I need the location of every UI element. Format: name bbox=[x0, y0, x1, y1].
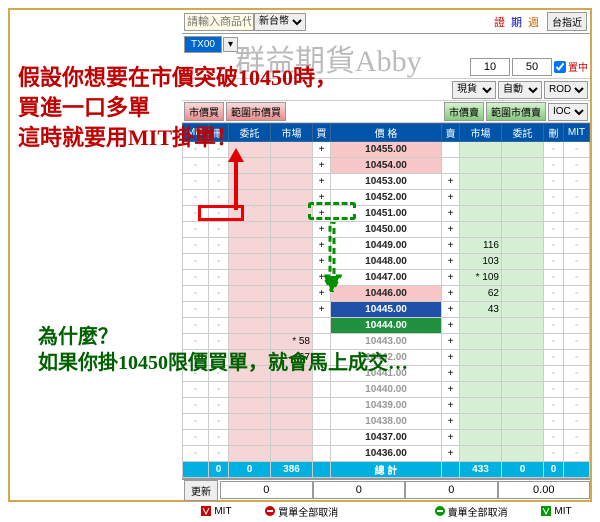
qty2-input[interactable] bbox=[512, 58, 552, 76]
product-code: TX00 bbox=[184, 36, 222, 53]
ladder-row[interactable]: --+10447.00+* 109-- bbox=[183, 270, 590, 286]
col-header: 市場 bbox=[460, 124, 502, 142]
footer-v4: 0.00 bbox=[498, 481, 591, 499]
ladder-row[interactable]: --+10448.00+103-- bbox=[183, 254, 590, 270]
ladder-row[interactable]: --10439.00+-- bbox=[183, 398, 590, 414]
refresh-button[interactable]: 更新 bbox=[184, 480, 218, 501]
cancel-all-buy-button[interactable]: 買單全部取消 bbox=[264, 504, 338, 519]
ladder-row[interactable]: --+10450.00+-- bbox=[183, 222, 590, 238]
annotation-line2: 買進一口多單 bbox=[18, 90, 150, 122]
top-bar: 新台幣 證 期 週 台指近 bbox=[182, 10, 590, 34]
tab-futures[interactable]: 期 bbox=[508, 13, 525, 31]
sel-auto[interactable]: 自動 bbox=[498, 81, 542, 99]
qty1-input[interactable] bbox=[470, 58, 510, 76]
footer-row: 更新 0 0 0 0.00 bbox=[182, 478, 590, 500]
range-market-sell-button[interactable]: 範圍市價賣 bbox=[486, 102, 546, 121]
col-header: 賣 bbox=[442, 124, 460, 142]
ladder-row[interactable]: --10444.00+-- bbox=[183, 318, 590, 334]
market-buy-button[interactable]: 市價買 bbox=[184, 102, 224, 121]
annotation-line3: 這時就要用MIT掛單！ bbox=[18, 120, 238, 152]
col-header: 買 bbox=[313, 124, 331, 142]
cancel-all-sell-button[interactable]: 賣單全部取消 bbox=[434, 504, 508, 519]
ladder-row[interactable]: --+10449.00+116-- bbox=[183, 238, 590, 254]
mit-left-button[interactable]: MIT bbox=[200, 505, 231, 517]
green-dashed-box bbox=[308, 202, 356, 220]
center-checkbox[interactable] bbox=[554, 61, 566, 73]
sel-spot[interactable]: 現貨 bbox=[452, 81, 496, 99]
center-label: 置中 bbox=[568, 59, 588, 74]
mit-right-button[interactable]: MIT bbox=[540, 505, 571, 517]
bottom-toolbar: MIT 買單全部取消 賣單全部取消 MIT bbox=[182, 500, 590, 522]
market-sell-button[interactable]: 市價賣 bbox=[444, 102, 484, 121]
green-down-arrow bbox=[322, 222, 342, 292]
red-highlight-box bbox=[198, 205, 244, 221]
sel-ioc[interactable]: IOC bbox=[548, 103, 588, 121]
annotation-line1: 假設你想要在市價突破10450時， bbox=[18, 60, 337, 92]
currency-select[interactable]: 新台幣 bbox=[254, 13, 306, 31]
tab-week[interactable]: 週 bbox=[525, 13, 542, 31]
col-header: 市場 bbox=[271, 124, 313, 142]
annotation-line5: 如果你掛10450限價買單，就會馬上成交… bbox=[38, 346, 408, 375]
ladder-row[interactable]: --10436.00+-- bbox=[183, 446, 590, 462]
ladder-row[interactable]: --10440.00+-- bbox=[183, 382, 590, 398]
tab-stock[interactable]: 證 bbox=[491, 13, 508, 31]
dropdown-toggle[interactable]: ▾ bbox=[223, 37, 238, 52]
red-up-arrow bbox=[226, 148, 246, 210]
market-buttons-row: 市價買 範圍市價買 市價賣 範圍市價賣 IOC bbox=[182, 101, 590, 123]
sel-tif[interactable]: ROD bbox=[544, 81, 588, 99]
ladder-row[interactable]: --+10446.00+62-- bbox=[183, 286, 590, 302]
product-search-input[interactable] bbox=[184, 13, 254, 31]
footer-v1: 0 bbox=[220, 481, 313, 499]
col-header: 委託 bbox=[502, 124, 544, 142]
product-button[interactable]: 台指近 bbox=[547, 12, 587, 31]
col-header: 刪 bbox=[544, 124, 564, 142]
sum-row: 00386 總 計43300 bbox=[183, 462, 590, 478]
footer-v3: 0 bbox=[405, 481, 498, 499]
ladder-row[interactable]: --10438.00+-- bbox=[183, 414, 590, 430]
col-header: 價 格 bbox=[331, 124, 442, 142]
ladder-row[interactable]: --+10445.00+43-- bbox=[183, 302, 590, 318]
ladder-row[interactable]: --10437.00+-- bbox=[183, 430, 590, 446]
range-market-buy-button[interactable]: 範圍市價買 bbox=[226, 102, 286, 121]
footer-v2: 0 bbox=[313, 481, 406, 499]
annotation-line4: 為什麼？ bbox=[38, 320, 118, 349]
col-header: MIT bbox=[564, 124, 590, 142]
